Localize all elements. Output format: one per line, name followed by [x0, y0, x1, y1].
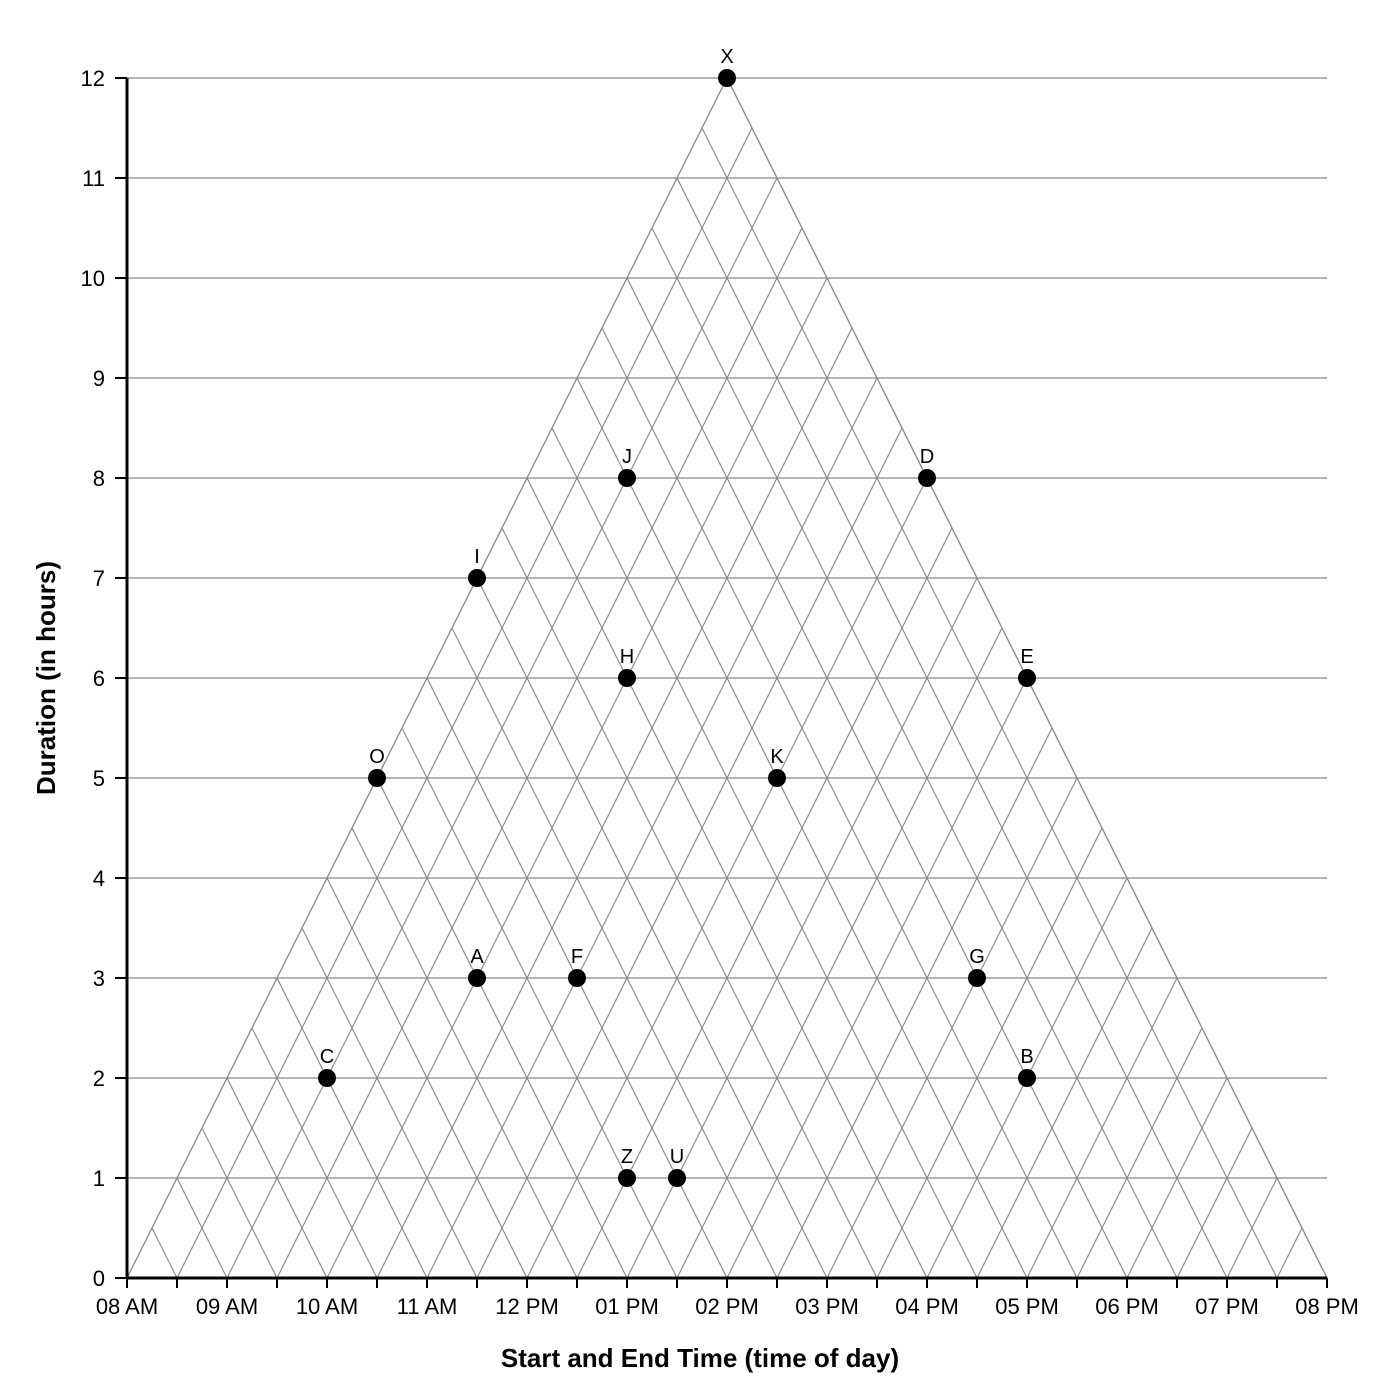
- x-tick-label: 04 PM: [895, 1294, 959, 1319]
- y-axis-title: Duration (in hours): [31, 561, 61, 795]
- y-tick-label: 11: [82, 166, 105, 191]
- diag-gridline-falling: [326, 877, 528, 1279]
- data-point: [1018, 669, 1036, 687]
- diag-gridline-rising: [376, 327, 853, 1279]
- data-point: [568, 969, 586, 987]
- data-point-label: J: [622, 446, 632, 468]
- data-point: [768, 769, 786, 787]
- y-tick-label: 12: [81, 66, 105, 91]
- triangle-left-edge: [126, 77, 728, 1279]
- x-tick-label: 12 PM: [495, 1294, 559, 1319]
- data-point-label: I: [474, 546, 480, 568]
- x-axis-title: Start and End Time (time of day): [501, 1343, 899, 1373]
- y-tick-label: 9: [93, 366, 105, 391]
- y-tick-label: 5: [93, 766, 105, 791]
- diag-gridline-falling: [626, 277, 1128, 1279]
- y-tick-label: 3: [93, 966, 105, 991]
- data-point-label: C: [320, 1046, 334, 1068]
- diag-gridline-rising: [176, 127, 753, 1279]
- data-point: [918, 469, 936, 487]
- data-points: X J D I H E O K A F G C B Z U: [318, 46, 1036, 1187]
- data-point: [468, 569, 486, 587]
- x-tick-label: 07 PM: [1195, 1294, 1259, 1319]
- y-tick-label: 6: [93, 666, 105, 691]
- diag-gridline-falling: [176, 1177, 228, 1279]
- data-point-label: A: [470, 946, 484, 968]
- y-tick-label: 7: [93, 566, 105, 591]
- data-point-label: Z: [621, 1146, 633, 1168]
- data-point-label: D: [920, 446, 934, 468]
- y-tick-label: 1: [93, 1166, 105, 1191]
- diag-gridline-falling: [551, 427, 978, 1279]
- data-point: [968, 969, 986, 987]
- data-point-label: K: [770, 746, 784, 768]
- diag-gridline-falling: [376, 777, 628, 1279]
- diag-gridline-falling: [351, 827, 578, 1279]
- diag-gridline-rising: [876, 827, 1103, 1279]
- x-tick-label: 02 PM: [695, 1294, 759, 1319]
- data-point: [368, 769, 386, 787]
- diag-gridline-rising: [1176, 1127, 1253, 1279]
- x-tick-label: 03 PM: [795, 1294, 859, 1319]
- diag-gridline-falling: [526, 477, 928, 1279]
- diag-gridline-falling: [476, 577, 828, 1279]
- data-point: [618, 669, 636, 687]
- x-tick-label: 10 AM: [296, 1294, 358, 1319]
- data-point-label: X: [720, 46, 733, 68]
- y-tick-label: 2: [93, 1066, 105, 1091]
- diag-gridline-falling: [276, 977, 428, 1279]
- diag-gridline-falling: [501, 527, 878, 1279]
- x-tick-label: 08 PM: [1295, 1294, 1359, 1319]
- data-point-label: U: [670, 1146, 684, 1168]
- diag-gridline-falling: [651, 227, 1178, 1279]
- diag-gridline-falling: [401, 727, 678, 1279]
- diag-gridline-falling: [676, 177, 1228, 1279]
- data-point: [318, 1069, 336, 1087]
- diag-gridline-falling: [601, 327, 1078, 1279]
- diag-gridline-falling: [576, 377, 1028, 1279]
- data-point: [668, 1169, 686, 1187]
- diag-gridline-falling: [251, 1027, 378, 1279]
- axes: [115, 77, 1328, 1288]
- diag-gridline-falling: [226, 1077, 328, 1279]
- y-tick-label: 8: [93, 466, 105, 491]
- data-point-label: E: [1020, 646, 1033, 668]
- diag-gridline-falling: [151, 1227, 178, 1279]
- data-point: [618, 1169, 636, 1187]
- diag-gridline-rising: [1076, 1027, 1203, 1279]
- data-point-label: B: [1020, 1046, 1033, 1068]
- diag-gridline-rising: [976, 927, 1153, 1279]
- diag-gridline-rising: [1276, 1227, 1303, 1279]
- x-tick-label: 09 AM: [196, 1294, 258, 1319]
- data-point-label: G: [969, 946, 985, 968]
- x-tick-label: 08 AM: [96, 1294, 158, 1319]
- y-tick-label: 4: [93, 866, 105, 891]
- x-tick-label: 05 PM: [995, 1294, 1059, 1319]
- data-point-label: H: [620, 646, 634, 668]
- data-point-label: O: [369, 746, 385, 768]
- diag-gridline-falling: [301, 927, 478, 1279]
- diag-gridline-rising: [776, 727, 1053, 1279]
- x-tick-label: 01 PM: [595, 1294, 659, 1319]
- data-point-label: F: [571, 946, 583, 968]
- diag-gridline-falling: [451, 627, 778, 1279]
- diag-gridline-falling: [701, 127, 1278, 1279]
- data-point: [618, 469, 636, 487]
- x-tick-label: 06 PM: [1095, 1294, 1159, 1319]
- data-point: [468, 969, 486, 987]
- diag-gridline-rising: [476, 427, 903, 1279]
- diag-gridline-rising: [576, 527, 953, 1279]
- diag-gridline-rising: [276, 227, 803, 1279]
- x-tick-label: 11 AM: [397, 1294, 458, 1319]
- diag-gridline-falling: [201, 1127, 278, 1279]
- y-tick-label: 10: [81, 266, 105, 291]
- diag-gridline-rising: [676, 627, 1003, 1279]
- data-point: [718, 69, 736, 87]
- y-tick-label: 0: [93, 1266, 105, 1291]
- data-point: [1018, 1069, 1036, 1087]
- grid: [126, 77, 1328, 1279]
